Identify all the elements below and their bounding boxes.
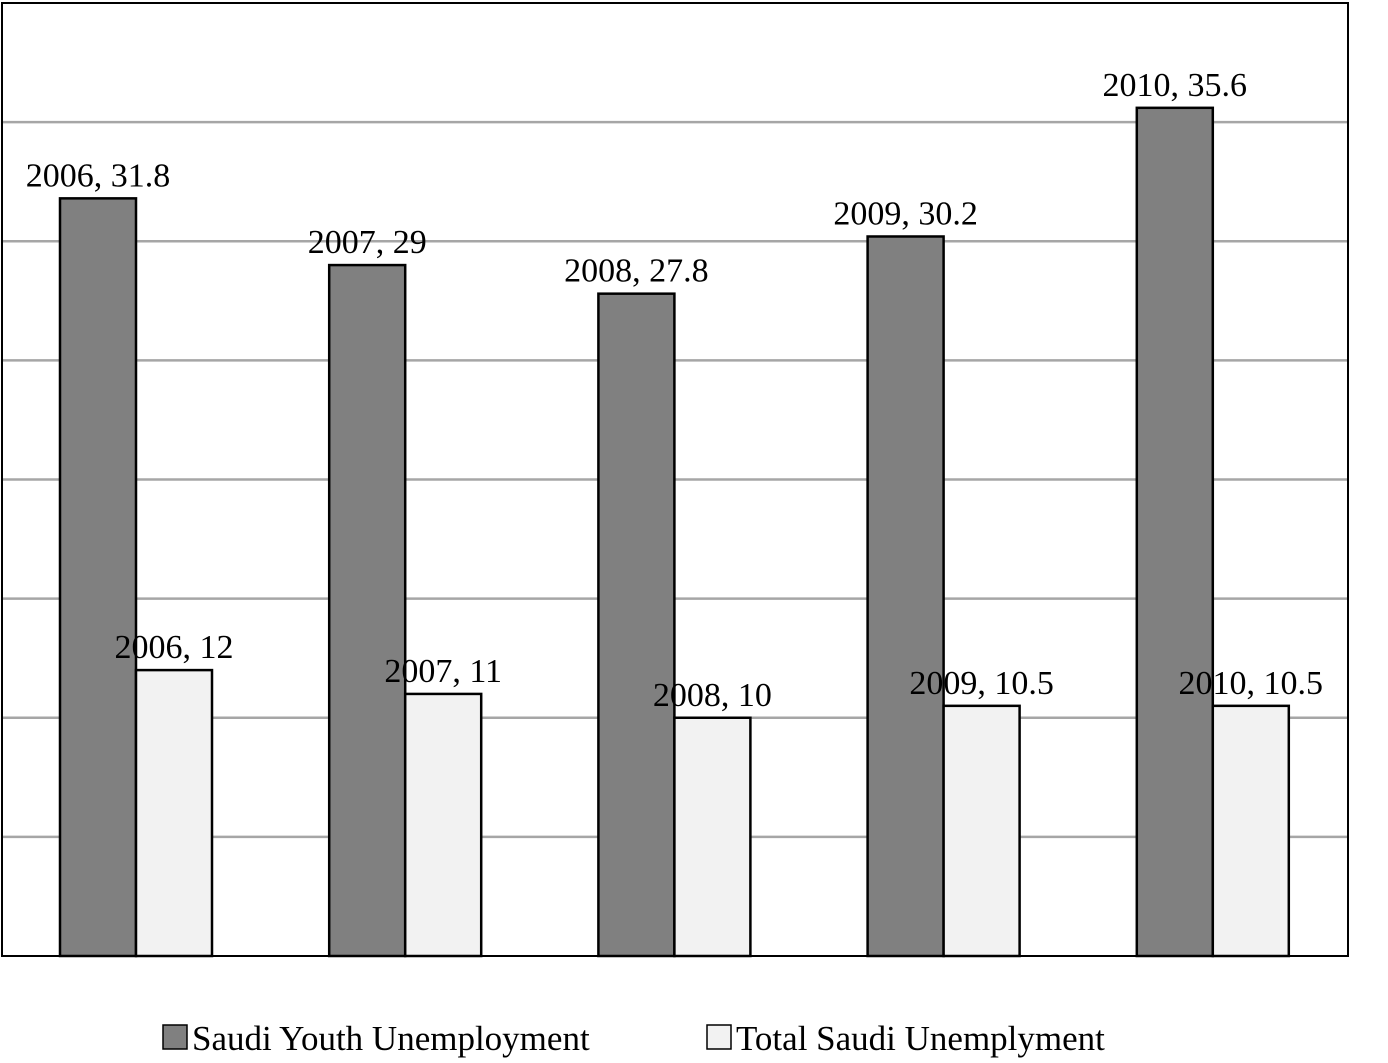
bar-total-2010 (1211, 704, 1291, 958)
bar-youth-2007 (327, 263, 407, 958)
data-label-total-2009: 2009, 10.5 (909, 665, 1054, 702)
bar-youth-2009 (866, 235, 945, 958)
data-label-youth-2007: 2007, 29 (308, 224, 427, 261)
legend: Saudi Youth Unemployment Total Saudi Une… (162, 1019, 1105, 1058)
data-label-youth-2008: 2008, 27.8 (564, 253, 709, 290)
data-label-total-2007: 2007, 11 (384, 653, 502, 690)
bar-total-2007 (403, 692, 483, 958)
bar-youth-2008 (597, 292, 676, 958)
legend-swatch-total (706, 1024, 732, 1050)
data-labels: 2006, 31.8 2007, 29 2008, 27.8 2009, 30.2 20… (26, 67, 1323, 714)
bar-total-2009 (942, 704, 1021, 958)
legend-label-youth: Saudi Youth Unemployment (192, 1019, 590, 1058)
bar-youth-2006 (58, 197, 138, 958)
data-label-youth-2010: 2010, 35.6 (1103, 67, 1248, 104)
data-label-total-2008: 2008, 10 (653, 677, 772, 714)
bar-total-2008 (673, 716, 752, 958)
plot-border (1, 2, 1349, 957)
bar-youth-2010 (1135, 106, 1215, 958)
data-label-youth-2009: 2009, 30.2 (833, 195, 978, 232)
bar-total-2006 (134, 668, 214, 958)
legend-label-total: Total Saudi Unemplyment (736, 1019, 1105, 1058)
data-label-total-2010: 2010, 10.5 (1179, 665, 1324, 702)
legend-item-total: Total Saudi Unemplyment (706, 1019, 1105, 1058)
data-label-youth-2006: 2006, 31.8 (26, 157, 171, 194)
data-label-total-2006: 2006, 12 (115, 629, 234, 666)
legend-swatch-youth (162, 1024, 188, 1050)
legend-item-youth: Saudi Youth Unemployment (162, 1019, 590, 1058)
